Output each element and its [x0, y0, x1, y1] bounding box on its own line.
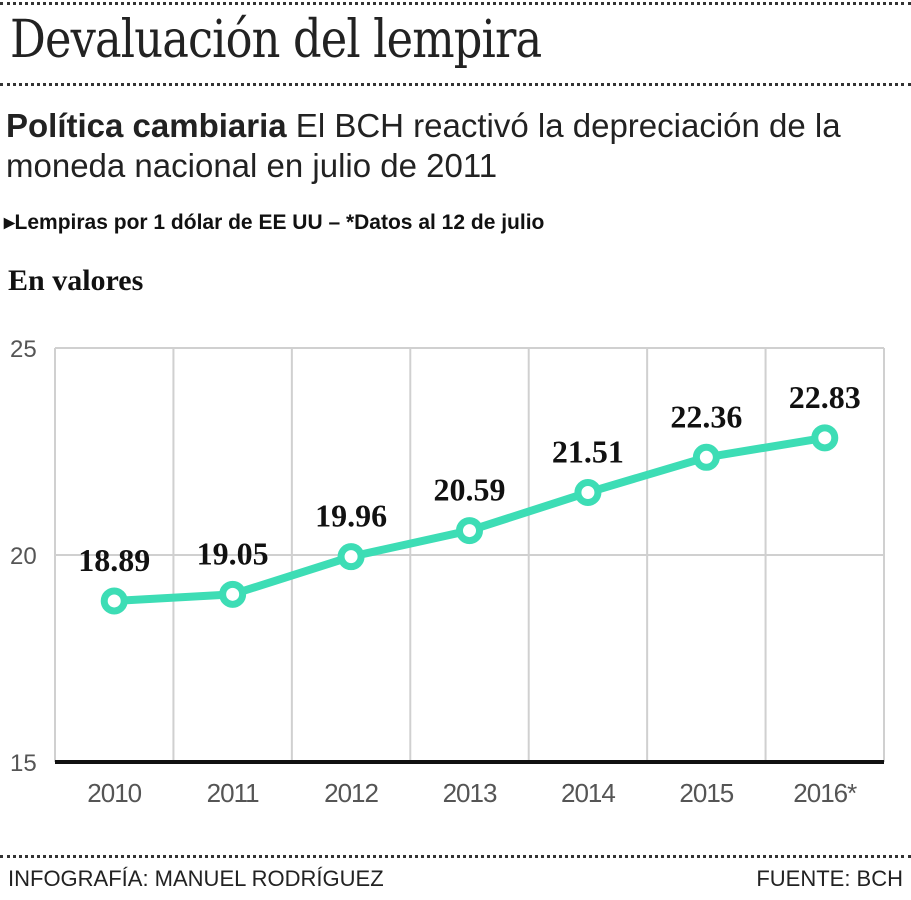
x-tick-label: 2013	[443, 778, 497, 808]
unit-note: ▸Lempiras por 1 dólar de EE UU – *Datos …	[4, 210, 544, 235]
credit-text: INFOGRAFÍA: MANUEL RODRÍGUEZ	[8, 866, 384, 891]
y-tick-label: 25	[10, 336, 37, 363]
series-line-group	[100, 424, 839, 615]
data-point	[574, 478, 602, 506]
x-tick-label: 2015	[679, 778, 733, 808]
top-dotted-rule	[0, 2, 911, 5]
subtitle-text: El BCH reactivó la depreciación de la mo…	[6, 107, 841, 184]
x-tick-label: 2014	[561, 778, 615, 808]
x-tick-label: 2012	[324, 778, 378, 808]
x-tick-label: 2011	[207, 778, 259, 808]
data-point	[811, 424, 839, 452]
data-label: 18.89	[78, 542, 150, 578]
subtitle-lead: Política cambiaria	[6, 107, 287, 144]
section-title: En valores	[8, 264, 144, 297]
triangle-marker-icon: ▸	[4, 211, 15, 234]
source-text: FUENTE: BCH	[756, 866, 903, 891]
data-label: 19.05	[197, 535, 269, 571]
page-title: Devaluación del lempira	[10, 10, 542, 70]
unit-note-text: Lempiras por 1 dólar de EE UU – *Datos a…	[14, 211, 545, 234]
title-dotted-rule	[0, 83, 911, 86]
data-point	[219, 580, 247, 608]
data-label: 22.36	[670, 398, 742, 434]
data-label: 21.51	[552, 433, 624, 469]
data-point	[337, 543, 365, 571]
data-point	[692, 443, 720, 471]
grid	[54, 347, 885, 764]
subtitle: Política cambiaria El BCH reactivó la de…	[6, 106, 906, 186]
data-labels: 18.89 19.05 19.96 20.59 21.51 22.36 22.83	[78, 379, 861, 578]
data-label: 20.59	[434, 472, 506, 508]
data-point	[100, 587, 128, 615]
data-label: 19.96	[315, 498, 387, 534]
y-axis-ticks: 15 20 25	[10, 336, 37, 777]
data-point	[456, 517, 483, 545]
y-tick-label: 20	[10, 543, 37, 570]
x-tick-label: 2010	[87, 778, 141, 808]
footer-dotted-rule	[0, 855, 911, 858]
x-axis-ticks: 2010 2011 2012 2013 2014 2015 2016*	[87, 778, 858, 808]
x-tick-label: 2016*	[793, 778, 857, 808]
y-tick-label: 15	[10, 750, 37, 777]
data-label: 22.83	[789, 379, 861, 415]
line-chart: 15 20 25 2010 2011 2012 2013 2014 2015 2016* 18.…	[10, 336, 885, 808]
